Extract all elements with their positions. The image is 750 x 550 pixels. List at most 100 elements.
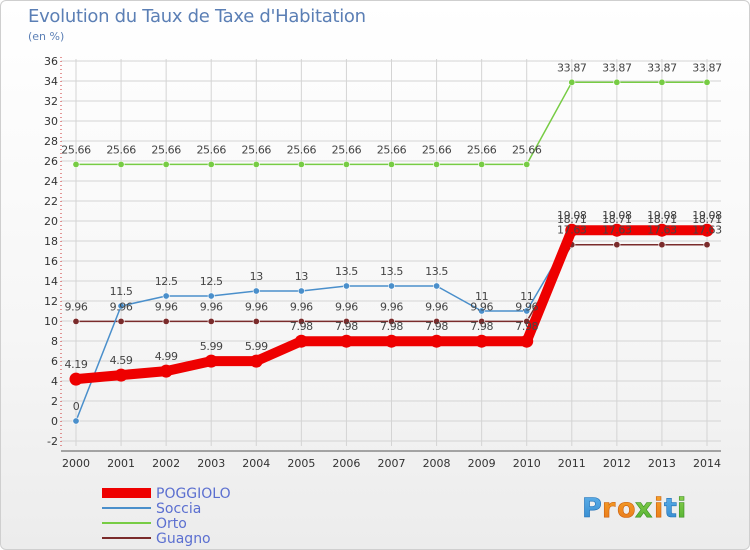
data-point: [430, 334, 444, 348]
y-tick-label: 2: [51, 395, 58, 408]
data-label-guagno: 9.96: [425, 300, 448, 313]
data-label-orto: 33.87: [602, 61, 632, 74]
data-point: [433, 160, 441, 168]
data-point: [523, 160, 531, 168]
data-label-guagno: 9.96: [290, 300, 313, 313]
legend-label-poggiolo: POGGIOLO: [156, 486, 231, 502]
data-label-guagno: 17.63: [647, 224, 677, 237]
y-tick-label: 30: [44, 115, 58, 128]
data-point: [72, 317, 80, 325]
data-label-orto: 33.87: [692, 61, 722, 74]
y-tick-label: 8: [51, 335, 58, 348]
x-tick-label: 2007: [378, 457, 406, 470]
data-label-orto: 25.66: [242, 143, 272, 156]
data-point: [207, 292, 215, 300]
y-tick-label: 16: [44, 255, 58, 268]
data-point: [703, 78, 711, 86]
data-label-poggiolo: 4.19: [65, 358, 88, 371]
data-point: [478, 160, 486, 168]
logo-letter: i: [654, 493, 663, 524]
x-tick-label: 2011: [558, 457, 586, 470]
x-tick-label: 2002: [152, 457, 180, 470]
x-tick-label: 2006: [332, 457, 360, 470]
data-label-soccia: 0: [73, 400, 80, 413]
legend-label-orto: Orto: [156, 516, 187, 532]
data-label-poggiolo: 4.59: [110, 354, 133, 367]
data-label-layer: 4.19 4.59 4.99 5.99 5.99 7.98 7.98 7.98 7.98 7.98…: [61, 61, 722, 413]
data-label-guagno: 9.96: [155, 300, 178, 313]
data-point: [162, 160, 170, 168]
data-point: [252, 317, 260, 325]
data-label-soccia: 12.5: [200, 275, 223, 288]
data-label-guagno: 17.63: [692, 224, 722, 237]
data-label-orto: 25.66: [467, 143, 497, 156]
y-tick-label: 14: [44, 275, 58, 288]
data-label-guagno: 17.63: [557, 224, 587, 237]
data-label-guagno: 9.96: [245, 300, 268, 313]
chart-title: Evolution du Taux de Taxe d'Habitation: [28, 6, 366, 27]
y-tick-label: 12: [44, 295, 58, 308]
data-label-soccia: 11.5: [110, 285, 133, 298]
data-point: [700, 223, 714, 237]
data-point: [568, 78, 576, 86]
data-point: [658, 241, 666, 249]
data-point: [117, 302, 125, 310]
data-label-orto: 25.66: [332, 143, 362, 156]
logo-letter: P: [582, 493, 602, 524]
data-label-soccia: 18.71: [557, 213, 587, 226]
data-label-orto: 25.66: [512, 143, 542, 156]
data-point: [114, 368, 128, 382]
y-tick-label: -2: [47, 435, 58, 448]
data-label-poggiolo: 7.98: [335, 320, 358, 333]
y-axis-unit: (en %): [28, 30, 65, 43]
data-label-poggiolo: 7.98: [290, 320, 313, 333]
data-label-soccia: 12.5: [155, 275, 178, 288]
y-tick-label: 32: [44, 95, 58, 108]
y-tick-label: 36: [44, 55, 58, 68]
series-poggiolo: [69, 223, 714, 386]
x-tick-label: 2012: [603, 457, 631, 470]
x-tick-label: 2008: [423, 457, 451, 470]
logo-letter: x: [635, 493, 652, 524]
data-label-soccia: 13: [295, 270, 309, 283]
data-label-guagno: 9.96: [380, 300, 403, 313]
data-point: [297, 160, 305, 168]
data-point: [613, 241, 621, 249]
data-point: [117, 317, 125, 325]
data-point: [387, 160, 395, 168]
data-point: [204, 354, 218, 368]
data-label-poggiolo: 19.08: [602, 209, 632, 222]
data-point: [159, 364, 173, 378]
data-label-poggiolo: 7.98: [515, 320, 538, 333]
data-point: [387, 317, 395, 325]
data-label-poggiolo: 7.98: [470, 320, 493, 333]
series-layer: [69, 78, 714, 425]
data-label-guagno: 9.96: [110, 300, 133, 313]
logo-letter: i: [677, 493, 686, 524]
legend-label-guagno: Guagno: [156, 531, 211, 547]
logo-letter: r: [602, 493, 616, 524]
data-point: [69, 372, 83, 386]
data-point: [72, 417, 80, 425]
data-label-orto: 25.66: [106, 143, 136, 156]
y-tick-label: 18: [44, 235, 58, 248]
y-tick-label: 10: [44, 315, 58, 328]
data-point: [342, 160, 350, 168]
data-point: [297, 287, 305, 295]
y-tick-label: 34: [44, 75, 58, 88]
y-tick-label: 28: [44, 135, 58, 148]
data-label-poggiolo: 5.99: [245, 340, 268, 353]
data-label-poggiolo: 19.08: [557, 209, 587, 222]
data-label-soccia: 18.71: [602, 213, 632, 226]
data-point: [658, 78, 666, 86]
data-point: [342, 317, 350, 325]
y-tick-label: 0: [51, 415, 58, 428]
y-tick-label: 20: [44, 215, 58, 228]
data-point: [207, 317, 215, 325]
x-tick-label: 2014: [693, 457, 721, 470]
y-tick-label: 26: [44, 155, 58, 168]
data-point: [433, 282, 441, 290]
